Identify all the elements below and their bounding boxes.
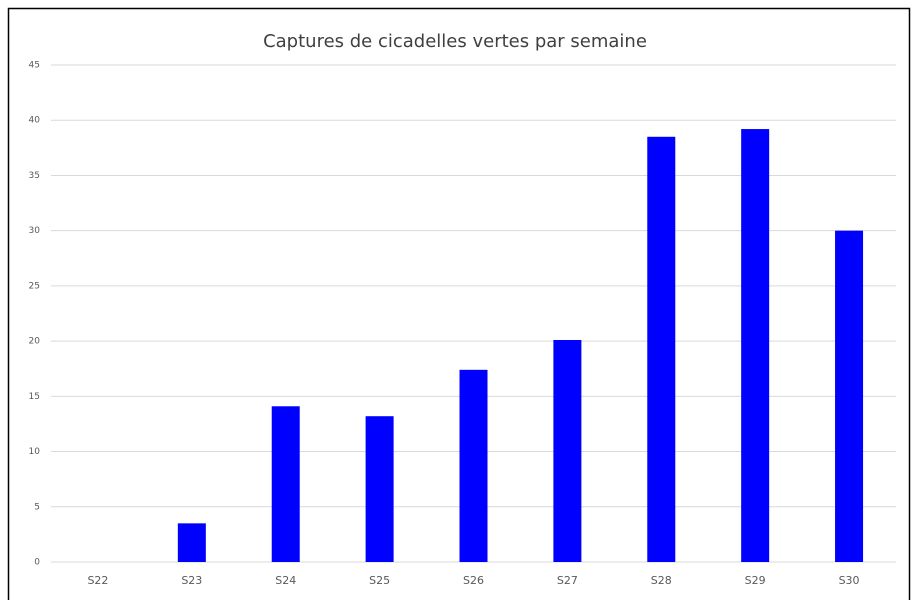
y-tick-label: 40 (29, 116, 41, 126)
chart-title: Captures de cicadelles vertes par semain… (263, 31, 647, 52)
y-tick-label: 5 (34, 502, 40, 512)
x-tick-label: S30 (839, 574, 860, 587)
y-tick-label: 20 (29, 337, 41, 347)
y-tick-label: 35 (29, 171, 40, 181)
x-tick-label: S27 (557, 574, 578, 587)
y-tick-label: 30 (29, 226, 41, 236)
y-tick-label: 25 (29, 281, 40, 291)
bar (365, 416, 394, 562)
x-tick-label: S24 (275, 574, 296, 587)
bar (741, 129, 770, 562)
bar (647, 136, 676, 563)
y-tick-label: 45 (29, 61, 40, 71)
x-tick-label: S26 (463, 574, 484, 587)
y-tick-label: 0 (34, 558, 40, 568)
bar (177, 523, 206, 562)
x-tick-label: S23 (181, 574, 202, 587)
bar (271, 406, 300, 562)
x-tick-label: S22 (87, 574, 108, 587)
bar (553, 340, 582, 562)
chart-border (7, 7, 911, 604)
bar (835, 230, 864, 562)
x-tick-label: S28 (651, 574, 672, 587)
bar (459, 369, 488, 562)
x-tick-label: S29 (745, 574, 766, 587)
x-tick-label: S25 (369, 574, 390, 587)
y-tick-label: 15 (29, 392, 40, 402)
y-tick-label: 10 (29, 447, 41, 457)
